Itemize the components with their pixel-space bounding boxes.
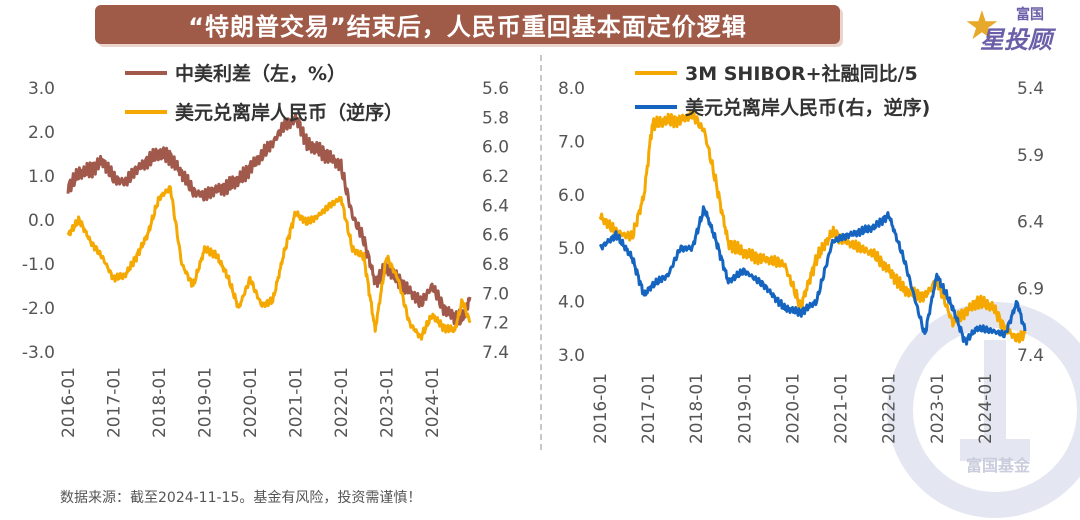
chart-rate-spread-svg: 3.0 2.0 1.0 0.0 -1.0 -2.0 -3.0 5.6 5.8 6.0 6.2 6.4 6… (22, 62, 509, 438)
right-x-axis-tick: 2019-01 (735, 373, 755, 444)
left-right-axis-tick: 5.6 (482, 79, 509, 99)
left-left-axis-tick: 1.0 (28, 167, 55, 187)
left-right-axis-tick: 6.2 (482, 167, 509, 187)
right-x-axis-tick: 2023-01 (928, 373, 948, 444)
right-legend-label: 美元兑离岸人民币(右，逆序) (685, 96, 930, 119)
left-left-axis-tick: -2.0 (22, 299, 55, 319)
left-left-axis-tick: -3.0 (22, 343, 55, 363)
left-x-axis-tick: 2018-01 (150, 367, 170, 438)
right-x-axis-tick: 2018-01 (687, 373, 707, 444)
star-icon: ★ (964, 3, 1000, 49)
right-series-line-1 (598, 205, 1027, 346)
left-x-axis-tick: 2022-01 (332, 367, 352, 438)
right-x-axis-tick: 2017-01 (639, 373, 659, 444)
left-x-axis-tick: 2020-01 (241, 367, 261, 438)
left-left-axis-tick: -1.0 (22, 255, 55, 275)
right-left-axis-tick: 7.0 (558, 132, 585, 152)
left-left-axis-tick: 0.0 (28, 211, 55, 231)
right-x-axis-tick: 2022-01 (880, 373, 900, 444)
right-left-axis-tick: 3.0 (558, 346, 585, 366)
left-right-axis-tick: 7.0 (482, 284, 509, 304)
left-x-axis-tick: 2023-01 (378, 367, 398, 438)
logo-top-text: 富国 (1016, 7, 1044, 23)
brand-logo: ★ 富国 星投顾 (962, 2, 1080, 54)
right-legend-label: 3M SHIBOR+社融同比/5 (685, 62, 918, 85)
right-left-axis-tick: 4.0 (558, 293, 585, 313)
left-left-axis-tick: 2.0 (28, 123, 55, 143)
chart-divider (540, 55, 542, 450)
right-right-axis-tick: 6.4 (1017, 213, 1044, 233)
chart-shibor-svg: 8.0 7.0 6.0 5.0 4.0 3.0 5.4 5.9 6.4 6.9 7.4 2016-01… (558, 62, 1044, 444)
left-right-axis-tick: 6.6 (482, 226, 509, 246)
right-x-axis-tick: 2020-01 (783, 373, 803, 444)
left-right-axis-tick: 5.8 (482, 108, 509, 128)
left-legend-label: 中美利差（左，%） (175, 62, 346, 85)
right-right-axis-tick: 6.9 (1017, 279, 1044, 299)
left-x-axis-tick: 2021-01 (287, 367, 307, 438)
right-x-axis-tick: 2024-01 (976, 373, 996, 444)
right-left-axis-tick: 8.0 (558, 79, 585, 99)
right-left-axis-tick: 6.0 (558, 186, 585, 206)
left-x-axis-tick: 2019-01 (196, 367, 216, 438)
left-right-axis-tick: 6.8 (482, 255, 509, 275)
left-x-axis-tick: 2017-01 (105, 367, 125, 438)
chart-rate-spread: 3.0 2.0 1.0 0.0 -1.0 -2.0 -3.0 5.6 5.8 6.0 6.2 6.4 6… (0, 55, 540, 475)
source-note: 数据来源：截至2024-11-15。基金有风险，投资需谨慎！ (60, 490, 422, 506)
chart-shibor: 8.0 7.0 6.0 5.0 4.0 3.0 5.4 5.9 6.4 6.9 7.4 2016-01… (545, 55, 1080, 475)
watermark-text: 富国基金 (966, 456, 1031, 475)
right-series-line-0 (598, 109, 1027, 344)
left-x-axis-tick: 2024-01 (423, 367, 443, 438)
chart-banner-title: “特朗普交易”结束后，人民币重回基本面定价逻辑 (95, 5, 840, 44)
left-right-axis-tick: 6.0 (482, 138, 509, 158)
left-series-line-1 (66, 185, 472, 341)
right-right-axis-tick: 5.4 (1017, 79, 1044, 99)
logo-main-text: 星投顾 (980, 26, 1052, 54)
left-right-axis-tick: 7.4 (482, 343, 509, 363)
right-left-axis-tick: 5.0 (558, 239, 585, 259)
right-x-axis-tick: 2021-01 (832, 373, 852, 444)
watermark-emblem-icon (887, 302, 1080, 518)
right-right-axis-tick: 5.9 (1017, 146, 1044, 166)
left-right-axis-tick: 6.4 (482, 196, 509, 216)
left-left-axis-tick: 3.0 (28, 79, 55, 99)
left-legend-label: 美元兑离岸人民币（逆序） (175, 101, 403, 124)
left-right-axis-tick: 7.2 (482, 314, 509, 334)
right-x-axis-tick: 2016-01 (591, 373, 611, 444)
right-right-axis-tick: 7.4 (1017, 346, 1044, 366)
left-series-line-0 (66, 112, 472, 327)
left-x-axis-tick: 2016-01 (59, 367, 79, 438)
